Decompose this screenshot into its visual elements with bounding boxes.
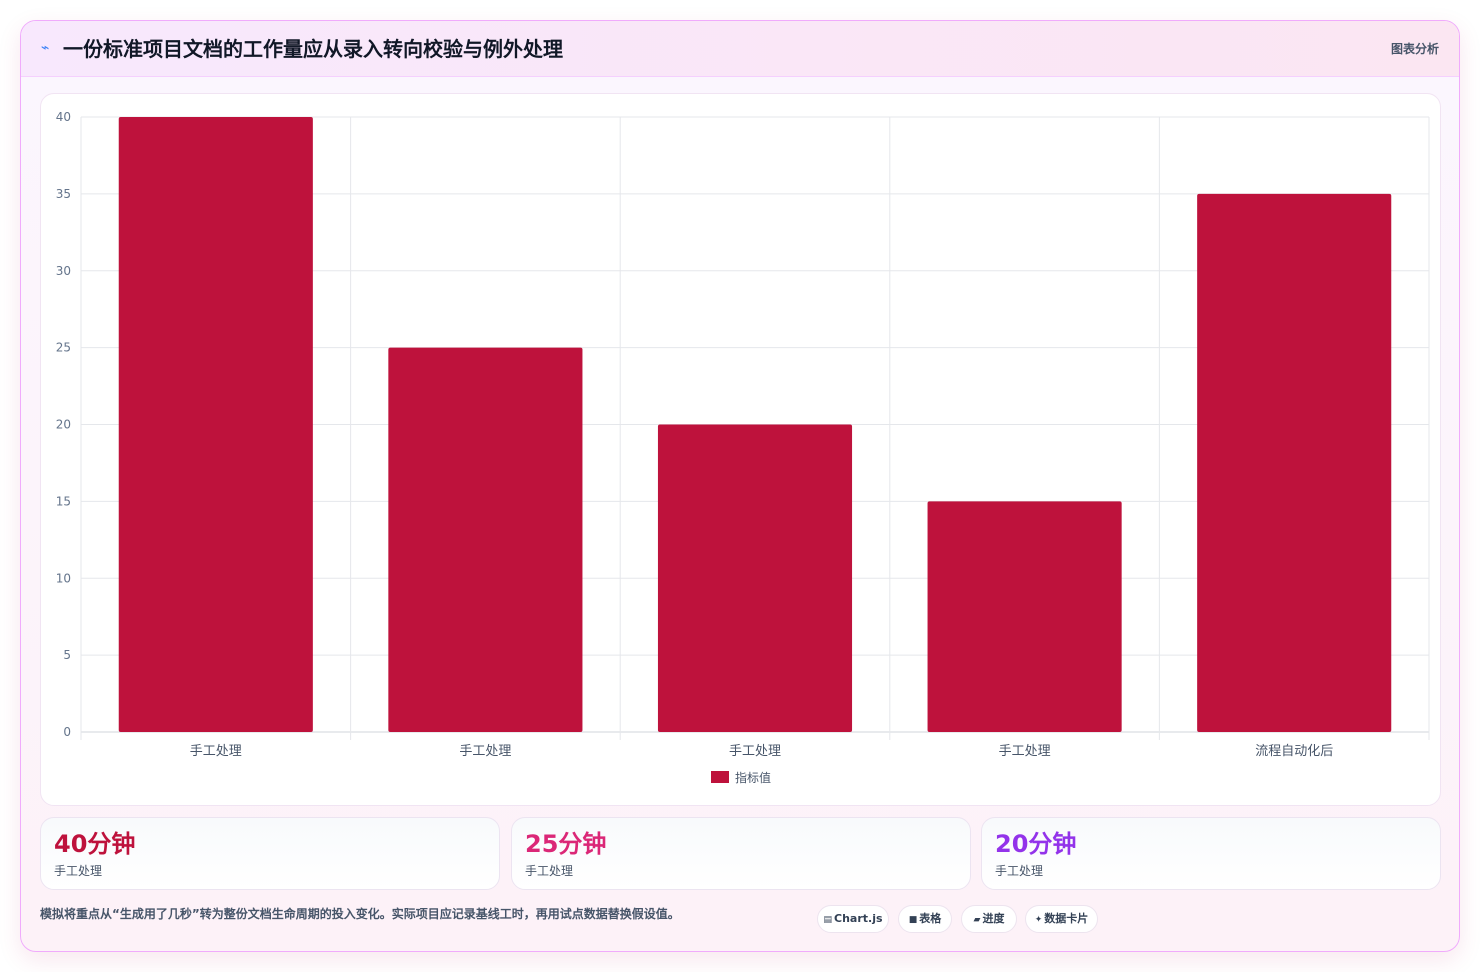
chip-label: 进度 xyxy=(982,912,1005,925)
stat-card-1: 40分钟 手工处理 xyxy=(40,817,500,890)
stat-value: 40分钟 xyxy=(54,830,136,858)
bar-chart: 0 5 10 15 20 25 30 35 40 手工处理 手工处理 手工处理 手工处理 流程自动化后 指… xyxy=(56,110,1430,785)
progress-icon: ▰ xyxy=(973,915,981,925)
header-tag: 图表分析 xyxy=(1390,42,1439,56)
y-tick-label: 5 xyxy=(63,648,71,662)
chip-label: 表格 xyxy=(919,912,942,925)
chip-progress[interactable]: ▰ 进度 xyxy=(961,905,1017,933)
legend-layer: 指标值 xyxy=(711,770,771,785)
chip-label: Chart.js xyxy=(834,912,883,925)
chip-data-card[interactable]: ✦ 数据卡片 xyxy=(1025,905,1098,933)
chart-spark-icon: ⌁ xyxy=(41,40,50,56)
bar xyxy=(388,347,583,732)
x-tick-label: 手工处理 xyxy=(190,744,242,759)
legend-label: 指标值 xyxy=(735,770,771,785)
y-tick-label: 10 xyxy=(56,571,71,585)
stat-label: 手工处理 xyxy=(995,864,1044,878)
chart-icon: ▤ xyxy=(823,915,832,925)
x-tick-label: 手工处理 xyxy=(999,744,1051,759)
bar xyxy=(118,117,313,732)
stat-card-2: 25分钟 手工处理 xyxy=(511,817,971,890)
chip-chartjs[interactable]: ▤ Chart.js xyxy=(817,905,889,933)
chip-label: 数据卡片 xyxy=(1044,912,1089,925)
footnote: 模拟将重点从“生成用了几秒”转为整份文档生命周期的投入变化。实际项目应记录基线工… xyxy=(40,907,680,921)
bar xyxy=(657,424,853,732)
bar xyxy=(1197,193,1392,732)
card-header: ⌁ 一份标准项目文档的工作量应从录入转向校验与例外处理 图表分析 xyxy=(21,21,1459,77)
y-tick-label: 0 xyxy=(63,725,71,739)
label-layer: 0 5 10 15 20 25 30 35 40 手工处理 手工处理 手工处理 手工处理 流程自动化后 xyxy=(56,110,1333,759)
stat-card-3: 20分钟 手工处理 xyxy=(981,817,1441,890)
y-tick-label: 25 xyxy=(56,341,71,355)
sparkle-icon: ✦ xyxy=(1034,915,1043,925)
stat-value: 20分钟 xyxy=(995,830,1077,858)
chip-table[interactable]: ■ 表格 xyxy=(898,905,952,933)
page-title: 一份标准项目文档的工作量应从录入转向校验与例外处理 xyxy=(63,37,563,61)
stat-label: 手工处理 xyxy=(54,864,103,878)
y-tick-label: 30 xyxy=(56,264,71,278)
y-tick-label: 35 xyxy=(56,187,71,201)
chart-panel: 0 5 10 15 20 25 30 35 40 手工处理 手工处理 手工处理 手工处理 流程自动化后 指… xyxy=(40,93,1441,806)
bar xyxy=(927,501,1122,732)
table-icon: ■ xyxy=(908,915,918,925)
bar-layer xyxy=(118,117,1392,732)
chart-card: ⌁ 一份标准项目文档的工作量应从录入转向校验与例外处理 图表分析 0 5 10 15 2… xyxy=(20,20,1460,952)
y-tick-label: 15 xyxy=(56,494,71,508)
x-tick-label: 手工处理 xyxy=(459,744,511,759)
legend-swatch xyxy=(711,771,729,783)
stat-value: 25分钟 xyxy=(525,830,607,858)
x-tick-label: 流程自动化后 xyxy=(1255,744,1333,759)
y-tick-label: 40 xyxy=(56,110,71,124)
x-tick-label: 手工处理 xyxy=(729,744,781,759)
stat-label: 手工处理 xyxy=(525,864,574,878)
y-tick-label: 20 xyxy=(56,418,71,432)
